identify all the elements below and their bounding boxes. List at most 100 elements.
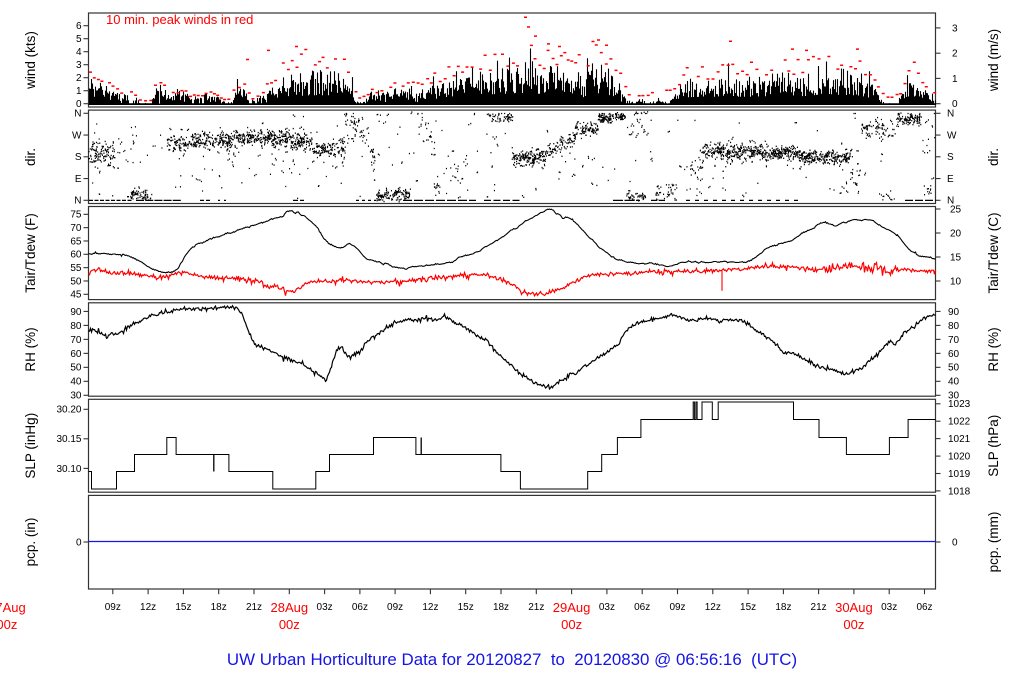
svg-text:15z: 15z xyxy=(175,602,191,613)
svg-text:00z: 00z xyxy=(843,617,864,632)
svg-text:6: 6 xyxy=(76,21,82,32)
svg-text:06z: 06z xyxy=(634,602,650,613)
svg-text:18z: 18z xyxy=(775,602,791,613)
svg-text:30.20: 30.20 xyxy=(56,405,81,416)
svg-text:30.10: 30.10 xyxy=(56,464,81,475)
svg-text:dir.: dir. xyxy=(986,148,1001,166)
svg-text:45: 45 xyxy=(70,290,82,301)
svg-text:1023: 1023 xyxy=(948,399,971,410)
svg-text:03z: 03z xyxy=(599,602,615,613)
svg-text:20: 20 xyxy=(950,228,962,239)
svg-text:70: 70 xyxy=(70,223,82,234)
svg-text:pcp. (mm): pcp. (mm) xyxy=(986,512,1001,573)
svg-text:30Aug: 30Aug xyxy=(835,600,873,615)
svg-text:28Aug: 28Aug xyxy=(271,600,309,615)
svg-text:70: 70 xyxy=(70,335,82,346)
svg-text:15z: 15z xyxy=(740,602,756,613)
svg-text:3: 3 xyxy=(952,23,958,34)
svg-text:RH (%): RH (%) xyxy=(23,327,38,371)
svg-text:1020: 1020 xyxy=(948,452,971,463)
svg-text:06z: 06z xyxy=(916,602,932,613)
svg-text:03z: 03z xyxy=(881,602,897,613)
svg-text:50: 50 xyxy=(948,363,960,374)
svg-text:pcp. (in): pcp. (in) xyxy=(23,518,38,567)
svg-text:90: 90 xyxy=(70,307,82,318)
svg-text:00z: 00z xyxy=(279,617,300,632)
svg-text:12z: 12z xyxy=(140,602,156,613)
svg-text:1021: 1021 xyxy=(948,434,971,445)
svg-text:1: 1 xyxy=(952,74,958,85)
svg-text:50: 50 xyxy=(70,276,82,287)
svg-text:09z: 09z xyxy=(387,602,403,613)
svg-text:90: 90 xyxy=(948,307,960,318)
svg-text:4: 4 xyxy=(76,47,82,58)
svg-text:W: W xyxy=(72,130,82,141)
svg-text:N: N xyxy=(74,196,81,207)
svg-text:N: N xyxy=(947,196,954,207)
svg-text:21z: 21z xyxy=(528,602,544,613)
svg-text:10: 10 xyxy=(950,276,962,287)
svg-text:0: 0 xyxy=(952,537,958,548)
svg-text:12z: 12z xyxy=(422,602,438,613)
svg-text:E: E xyxy=(75,174,82,185)
svg-text:10 min. peak winds in red: 10 min. peak winds in red xyxy=(106,12,253,27)
svg-text:1019: 1019 xyxy=(948,469,971,480)
svg-text:E: E xyxy=(947,174,954,185)
svg-text:15z: 15z xyxy=(458,602,474,613)
svg-text:75: 75 xyxy=(70,210,82,221)
svg-text:40: 40 xyxy=(948,377,960,388)
svg-text:SLP (hPa): SLP (hPa) xyxy=(986,415,1001,477)
svg-text:50: 50 xyxy=(70,363,82,374)
svg-text:3: 3 xyxy=(76,60,82,71)
svg-text:2: 2 xyxy=(952,49,958,60)
svg-text:30: 30 xyxy=(948,391,960,402)
svg-text:60: 60 xyxy=(948,349,960,360)
svg-text:0: 0 xyxy=(76,537,82,548)
svg-text:SLP (inHg): SLP (inHg) xyxy=(23,413,38,479)
svg-text:40: 40 xyxy=(70,377,82,388)
svg-text:N: N xyxy=(947,109,954,120)
svg-text:25: 25 xyxy=(950,204,962,215)
svg-text:21z: 21z xyxy=(811,602,827,613)
svg-text:Tair/Tdew (C): Tair/Tdew (C) xyxy=(986,212,1001,293)
svg-text:18z: 18z xyxy=(211,602,227,613)
svg-text:80: 80 xyxy=(948,321,960,332)
svg-text:15: 15 xyxy=(950,252,962,263)
svg-text:09z: 09z xyxy=(669,602,685,613)
svg-text:09z: 09z xyxy=(105,602,121,613)
svg-text:wind (kts): wind (kts) xyxy=(23,31,38,90)
svg-text:27Aug: 27Aug xyxy=(0,600,26,615)
svg-text:12z: 12z xyxy=(705,602,721,613)
svg-text:03z: 03z xyxy=(317,602,333,613)
svg-text:wind (m/s): wind (m/s) xyxy=(986,29,1001,92)
svg-text:S: S xyxy=(75,152,82,163)
svg-text:1022: 1022 xyxy=(948,417,971,428)
svg-text:0: 0 xyxy=(952,99,958,110)
svg-text:1018: 1018 xyxy=(948,486,971,497)
svg-text:00z: 00z xyxy=(561,617,582,632)
svg-text:60: 60 xyxy=(70,250,82,261)
svg-text:RH (%): RH (%) xyxy=(986,327,1001,371)
svg-text:18z: 18z xyxy=(493,602,509,613)
svg-text:00z: 00z xyxy=(0,617,17,632)
svg-text:60: 60 xyxy=(70,349,82,360)
svg-text:dir.: dir. xyxy=(23,148,38,166)
svg-text:21z: 21z xyxy=(246,602,262,613)
svg-text:N: N xyxy=(74,109,81,120)
svg-text:70: 70 xyxy=(948,335,960,346)
svg-text:W: W xyxy=(947,130,957,141)
svg-text:06z: 06z xyxy=(352,602,368,613)
svg-text:80: 80 xyxy=(70,321,82,332)
svg-text:5: 5 xyxy=(76,34,82,45)
svg-text:0: 0 xyxy=(76,99,82,110)
svg-text:S: S xyxy=(947,152,954,163)
svg-text:UW Urban Horticulture Data for: UW Urban Horticulture Data for 20120827 … xyxy=(227,650,797,669)
svg-text:55: 55 xyxy=(70,263,82,274)
svg-text:29Aug: 29Aug xyxy=(553,600,591,615)
svg-text:1: 1 xyxy=(76,86,82,97)
svg-text:30: 30 xyxy=(70,391,82,402)
svg-text:65: 65 xyxy=(70,236,82,247)
svg-text:30.15: 30.15 xyxy=(56,434,81,445)
svg-text:Tair/Tdew (F): Tair/Tdew (F) xyxy=(23,213,38,293)
svg-text:2: 2 xyxy=(76,73,82,84)
